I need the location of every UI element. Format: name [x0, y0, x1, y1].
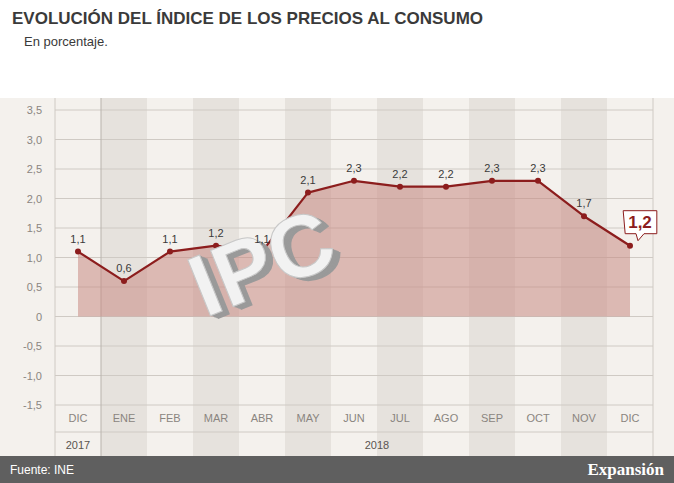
grid-line	[55, 405, 653, 406]
subtitle: En porcentaje.	[24, 34, 108, 49]
x-tick-label: OCT	[526, 412, 550, 424]
x-tick-label: DIC	[621, 412, 640, 424]
marker	[167, 249, 173, 255]
x-tick-label: MAR	[204, 412, 229, 424]
annotation: IPC	[175, 189, 348, 336]
x-tick-label: NOV	[572, 412, 597, 424]
y-tick-label: -1,5	[23, 399, 42, 411]
annotation-group: IPCIPCIPCIPCIPCIPCIPC	[175, 187, 356, 342]
grid-line	[55, 375, 653, 376]
data-label: 1,1	[70, 233, 85, 245]
x-tick-label: ENE	[113, 412, 136, 424]
grid-line	[55, 346, 653, 347]
y-tick-label: 0	[36, 311, 42, 323]
footer-bar	[0, 456, 674, 483]
y-tick-label: 2,0	[27, 193, 42, 205]
x-tick-label: MAY	[296, 412, 320, 424]
data-label: 1,7	[576, 197, 591, 209]
axis-line	[653, 98, 654, 456]
y-tick-label: -1,0	[23, 370, 42, 382]
grid-line	[55, 110, 653, 111]
plot-background	[0, 98, 674, 456]
y-tick-label: 2,5	[27, 163, 42, 175]
x-tick-label: DIC	[69, 412, 88, 424]
data-label: 2,3	[484, 162, 499, 174]
data-label: 1,2	[628, 213, 652, 232]
grid	[55, 110, 653, 405]
marker	[581, 213, 587, 219]
x-tick-label: FEB	[159, 412, 180, 424]
chart: EVOLUCIÓN DEL ÍNDICE DE LOS PRECIOS AL C…	[0, 0, 674, 483]
label-box	[623, 211, 657, 241]
marker	[75, 249, 81, 255]
marker	[397, 184, 403, 190]
brand: Expansión	[587, 460, 664, 479]
year-label: 2018	[365, 439, 389, 451]
marker	[121, 278, 127, 284]
axis-line	[55, 98, 56, 456]
source: Fuente: INE	[10, 463, 74, 477]
y-tick-label: 0,5	[27, 281, 42, 293]
marker	[351, 178, 357, 184]
data-label: 2,3	[346, 162, 361, 174]
y-tick-label: 3,0	[27, 134, 42, 146]
x-tick-label: ABR	[251, 412, 274, 424]
data-label: 1,1	[162, 233, 177, 245]
background	[0, 0, 674, 483]
x-tick-label: JUN	[343, 412, 364, 424]
line	[78, 181, 630, 281]
marker	[535, 178, 541, 184]
area	[78, 181, 630, 317]
y-tick-label: 1,0	[27, 252, 42, 264]
group-line	[55, 432, 653, 433]
y-tick-label: -0,5	[23, 340, 42, 352]
y-tick-label: 1,5	[27, 222, 42, 234]
data-label: 2,3	[530, 162, 545, 174]
x-tick-label: JUL	[390, 412, 410, 424]
marker	[627, 243, 633, 249]
data-label: 2,2	[438, 168, 453, 180]
x-tick-label: SEP	[481, 412, 503, 424]
data-label: 2,2	[392, 168, 407, 180]
x-tick-label: AGO	[434, 412, 459, 424]
data-group	[75, 178, 633, 317]
y-tick-label: 3,5	[27, 104, 42, 116]
marker	[443, 184, 449, 190]
grid-line	[55, 139, 653, 140]
year-label: 2017	[66, 439, 90, 451]
title: EVOLUCIÓN DEL ÍNDICE DE LOS PRECIOS AL C…	[12, 9, 483, 28]
data-label: 1,2	[208, 227, 223, 239]
data-label: 2,1	[300, 174, 315, 186]
data-label: 0,6	[116, 262, 131, 274]
marker	[489, 178, 495, 184]
data-label: 1,1	[254, 233, 269, 245]
